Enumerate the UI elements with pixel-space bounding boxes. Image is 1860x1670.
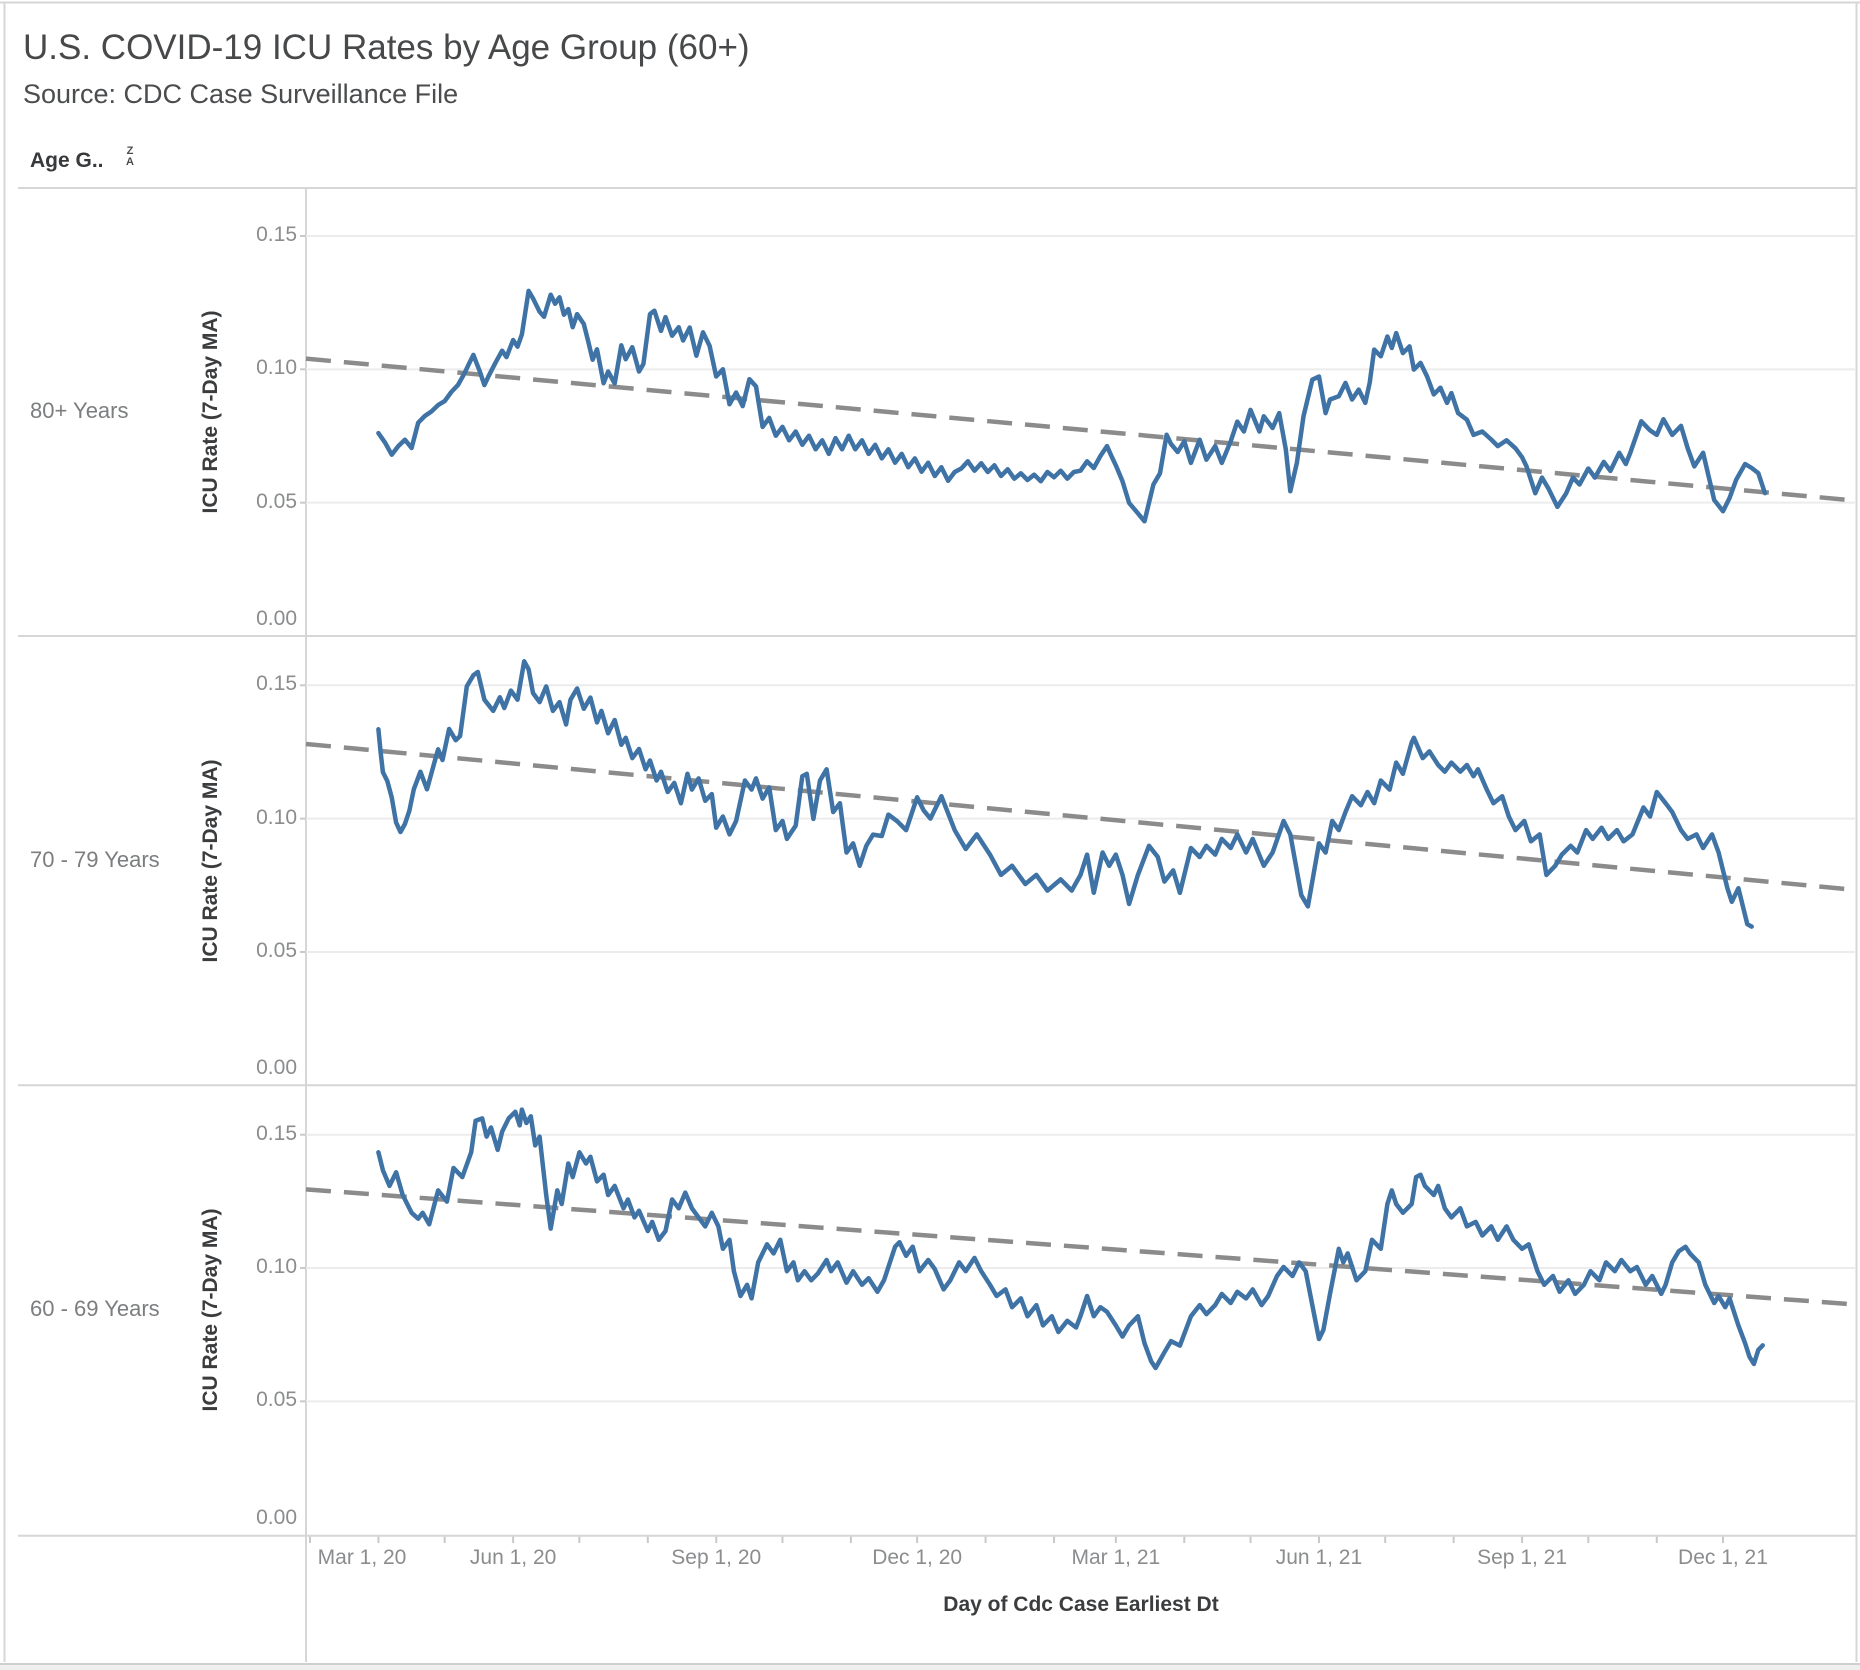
- y-tick-label: 0.10: [256, 1255, 297, 1279]
- x-tick-label: Dec 1, 21: [1678, 1546, 1768, 1569]
- y-tick-label: 0.00: [256, 607, 297, 630]
- page-subtitle: Source: CDC Case Surveillance File: [23, 79, 459, 109]
- y-tick-label: 0.00: [256, 1056, 297, 1080]
- x-tick-label: Mar 1, 20: [317, 1546, 407, 1569]
- y-tick-label: 0.00: [256, 1505, 297, 1529]
- row-label-80+Years: 80+ Years: [30, 398, 129, 423]
- sort-icon-z: Z: [126, 145, 134, 157]
- row-label-7079Years: 70 - 79 Years: [30, 846, 160, 872]
- sort-descending-icon[interactable]: Z A: [121, 146, 139, 176]
- x-tick-label: Jun 1, 20: [469, 1546, 557, 1569]
- page-title: U.S. COVID-19 ICU Rates by Age Group (60…: [23, 28, 750, 67]
- y-axis-title: ICU Rate (7-Day MA): [199, 310, 222, 514]
- y-axis-title: ICU Rate (7-Day MA): [199, 759, 222, 963]
- y-tick-label: 0.05: [256, 489, 297, 513]
- icu-rate-line-0[interactable]: [376, 288, 1768, 524]
- y-tick-label: 0.15: [256, 672, 297, 696]
- bottom-scroll-area: [0, 1663, 1860, 1670]
- trend-line-2[interactable]: [305, 1187, 1850, 1307]
- trend-line-0[interactable]: [305, 356, 1850, 503]
- x-tick-label: Sep 1, 20: [671, 1546, 762, 1569]
- x-tick-label: Sep 1, 21: [1477, 1546, 1568, 1569]
- row-header-age-group[interactable]: Age G..: [30, 149, 104, 172]
- sort-icon-a: A: [126, 156, 134, 168]
- y-tick-label: 0.05: [256, 1388, 297, 1412]
- x-axis-title: Day of Cdc Case Earliest Dt: [943, 1593, 1219, 1616]
- x-tick-label: Jun 1, 21: [1275, 1546, 1363, 1569]
- y-tick-label: 0.15: [256, 222, 297, 246]
- row-label-6069Years: 60 - 69 Years: [30, 1296, 160, 1321]
- icu-rate-line-1[interactable]: [376, 659, 1754, 929]
- y-tick-label: 0.10: [256, 805, 297, 829]
- x-tick-label: Mar 1, 21: [1071, 1546, 1161, 1569]
- x-tick-label: Dec 1, 20: [872, 1546, 963, 1569]
- trend-line-1[interactable]: [305, 741, 1850, 892]
- y-tick-label: 0.10: [256, 356, 297, 380]
- y-axis-title: ICU Rate (7-Day MA): [199, 1208, 222, 1412]
- y-tick-label: 0.15: [256, 1121, 297, 1145]
- y-tick-label: 0.05: [256, 938, 297, 962]
- icu-rate-line-2[interactable]: [376, 1107, 1765, 1371]
